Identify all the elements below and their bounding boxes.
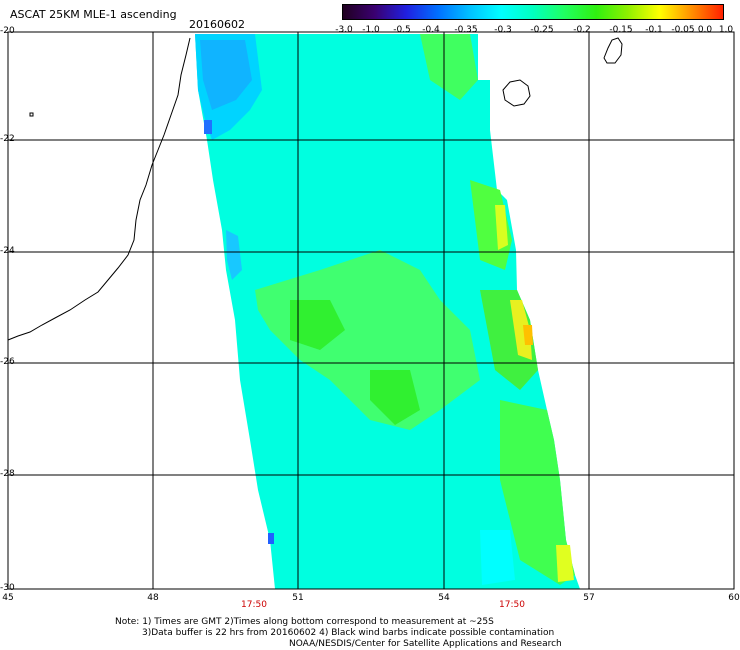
swath-green-core-mid: [370, 370, 420, 425]
swath-green-band: [255, 250, 480, 430]
product-title: ASCAT 25KM MLE-1 ascending: [10, 8, 177, 21]
color-scale-label: -0.25: [530, 25, 554, 35]
longitude-label: 48: [147, 593, 159, 603]
ascat-swath: [195, 34, 580, 589]
color-scale-label: -0.4: [422, 25, 440, 35]
color-scale-label: -0.15: [609, 25, 633, 35]
swath-blue-patch: [226, 230, 242, 280]
madagascar-coastline: [7, 37, 191, 341]
latitude-label: -30: [0, 583, 15, 593]
swath-orange-patch: [523, 325, 533, 345]
island-islet-coast: [29, 112, 34, 117]
latitude-label: -22: [0, 134, 15, 144]
reunion-coastline: [502, 79, 531, 107]
note-line-1: Note: 1) Times are GMT 2)Times along bot…: [115, 617, 494, 627]
color-scale-label: -3.0: [335, 25, 353, 35]
color-scale-label: 1.0: [718, 25, 734, 35]
swath-yellow-south: [556, 545, 574, 582]
swath-blue-pixel: [268, 533, 274, 544]
color-scale-label: -0.5: [393, 25, 411, 35]
swath-green-core-west: [290, 300, 345, 350]
color-scale-label: 0.0: [697, 25, 713, 35]
longitude-label: 45: [2, 593, 14, 603]
color-scale-label: -1.0: [362, 25, 380, 35]
swath-deep-blue-region: [200, 40, 252, 110]
color-scale-label: -0.05: [671, 25, 695, 35]
note-line-2: 3)Data buffer is 22 hrs from 20160602 4)…: [142, 628, 555, 638]
swath-green-north: [420, 34, 478, 100]
color-scale-label: -0.3: [494, 25, 512, 35]
color-scale-bar: [342, 4, 724, 20]
latitude-label: -28: [0, 469, 15, 479]
pass-time-label: 17:50: [241, 600, 267, 610]
mauritius-coastline: [603, 37, 623, 64]
color-scale-labels: -3.0 -1.0 -0.5 -0.4 -0.35 -0.3 -0.25 -0.2 -0.15 -…: [330, 25, 740, 39]
swath-blue-pixel-north: [204, 120, 212, 134]
color-scale-label: -0.35: [454, 25, 478, 35]
longitude-label: 60: [728, 593, 740, 603]
color-scale-label: -0.1: [645, 25, 663, 35]
longitude-label: 54: [438, 593, 450, 603]
swath-green-southeast: [500, 400, 575, 585]
product-date: 20160602: [189, 18, 245, 31]
latitude-label: -20: [0, 26, 15, 36]
swath-yellow-east1: [495, 205, 508, 250]
color-scale-label: -0.2: [573, 25, 591, 35]
pass-time-label: 17:50: [499, 600, 525, 610]
plot-frame: [7, 31, 735, 590]
note-line-3: NOAA/NESDIS/Center for Satellite Applica…: [289, 639, 562, 649]
longitude-label: 57: [583, 593, 595, 603]
latitude-label: -26: [0, 357, 15, 367]
latitude-label: -24: [0, 246, 15, 256]
longitude-label: 51: [292, 593, 304, 603]
graticule: [8, 32, 734, 589]
swath-cyan-south: [480, 530, 515, 585]
